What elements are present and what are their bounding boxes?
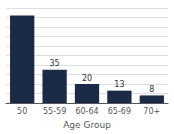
svg-text:35: 35 bbox=[50, 59, 60, 68]
svg-text:50: 50 bbox=[17, 107, 27, 116]
svg-text:20: 20 bbox=[82, 74, 92, 83]
svg-text:55-59: 55-59 bbox=[43, 107, 66, 116]
svg-text:60-64: 60-64 bbox=[75, 107, 98, 116]
svg-text:13: 13 bbox=[114, 80, 124, 89]
svg-text:8: 8 bbox=[149, 85, 154, 94]
svg-text:65-69: 65-69 bbox=[108, 107, 131, 116]
svg-text:70+: 70+ bbox=[143, 107, 160, 116]
svg-text:Age Group: Age Group bbox=[63, 120, 111, 130]
